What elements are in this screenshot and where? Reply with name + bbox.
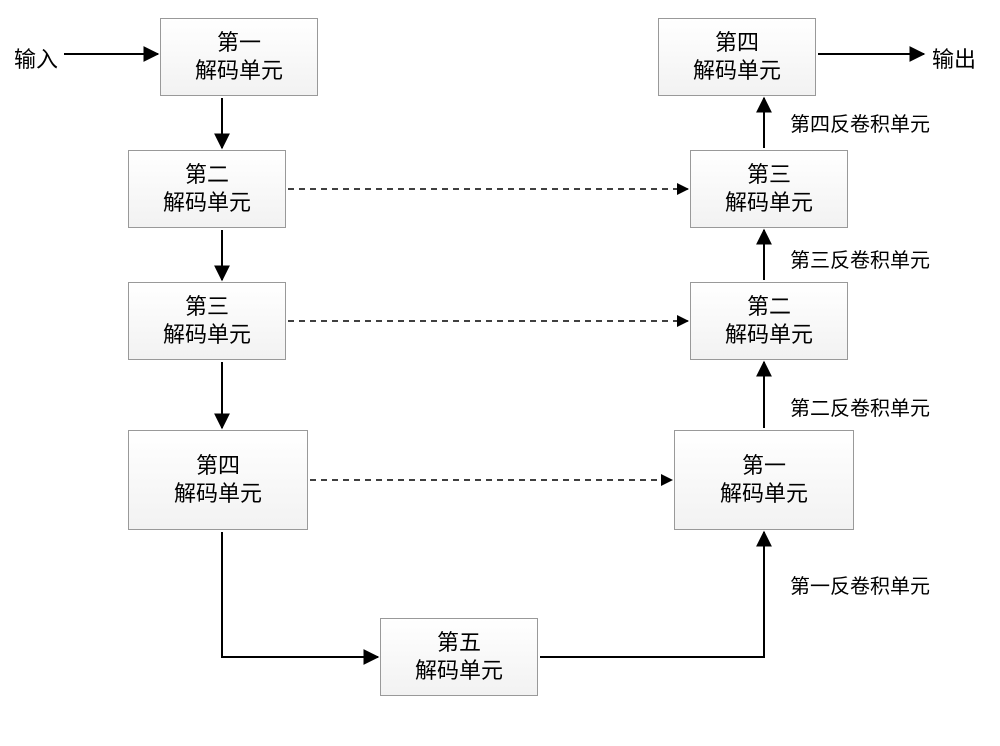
edge-enc5-to-dec1	[540, 532, 764, 657]
label-deconv2: 第二反卷积单元	[790, 392, 930, 421]
node-line2: 解码单元	[415, 657, 503, 685]
node-enc1: 第一 解码单元	[160, 18, 318, 96]
node-line2: 解码单元	[195, 57, 283, 85]
node-line2: 解码单元	[163, 321, 251, 349]
node-dec2: 第二 解码单元	[690, 282, 848, 360]
node-enc2: 第二 解码单元	[128, 150, 286, 228]
node-enc4: 第四 解码单元	[128, 430, 308, 530]
node-dec4: 第四 解码单元	[658, 18, 816, 96]
label-deconv3: 第三反卷积单元	[790, 244, 930, 273]
node-line1: 第三	[185, 293, 229, 321]
label-input: 输入	[14, 42, 58, 74]
node-line1: 第五	[437, 629, 481, 657]
node-line2: 解码单元	[725, 321, 813, 349]
node-line1: 第二	[747, 293, 791, 321]
node-line1: 第四	[196, 452, 240, 480]
node-dec3: 第三 解码单元	[690, 150, 848, 228]
node-enc5: 第五 解码单元	[380, 618, 538, 696]
node-line1: 第三	[747, 161, 791, 189]
node-enc3: 第三 解码单元	[128, 282, 286, 360]
node-line1: 第四	[715, 29, 759, 57]
node-line2: 解码单元	[174, 480, 262, 508]
label-deconv1: 第一反卷积单元	[790, 570, 930, 599]
node-dec1: 第一 解码单元	[674, 430, 854, 530]
label-deconv4: 第四反卷积单元	[790, 108, 930, 137]
diagram-canvas: 第一 解码单元 第二 解码单元 第三 解码单元 第四 解码单元 第五 解码单元 …	[0, 0, 1000, 746]
node-line2: 解码单元	[725, 189, 813, 217]
node-line1: 第一	[742, 452, 786, 480]
node-line1: 第一	[217, 29, 261, 57]
node-line1: 第二	[185, 161, 229, 189]
node-line2: 解码单元	[720, 480, 808, 508]
node-line2: 解码单元	[693, 57, 781, 85]
edge-enc4-to-enc5	[222, 532, 378, 657]
label-output: 输出	[932, 42, 976, 74]
node-line2: 解码单元	[163, 189, 251, 217]
